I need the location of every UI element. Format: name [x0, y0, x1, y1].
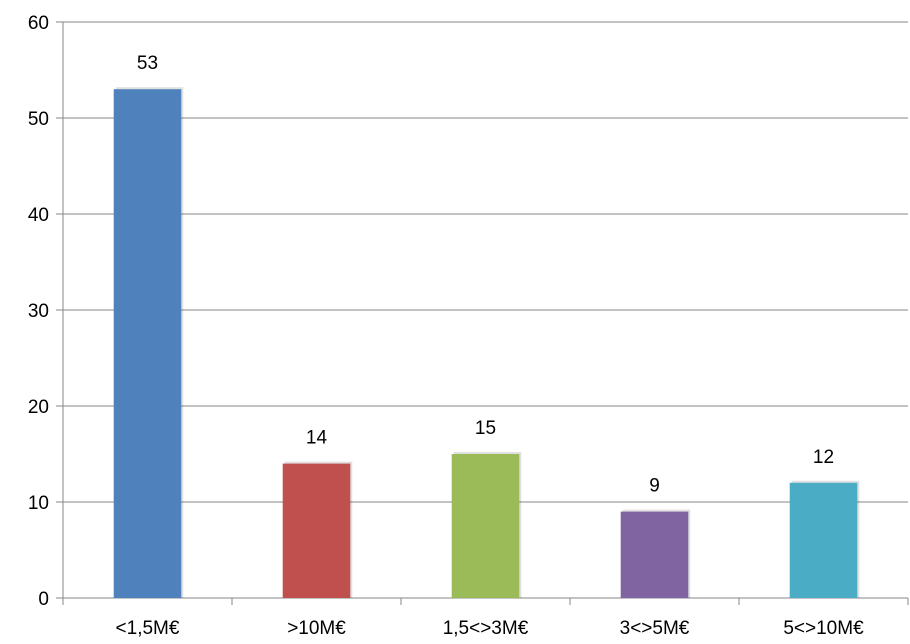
x-category-label: 5<>10M€: [783, 618, 864, 639]
gridlines: [63, 21, 908, 503]
x-category-label: 3<>5M€: [620, 618, 690, 639]
bar: [451, 454, 520, 598]
labels: 0 10 20 30 40 50 60 53 <1,5M€ 14 >10M€ 15 1,5<>3M€ 9 3…: [28, 13, 864, 639]
y-tick-label: 30: [28, 301, 49, 322]
bars: [113, 87, 860, 598]
y-tick-label: 0: [38, 589, 49, 610]
bar: [620, 511, 689, 598]
data-label: 15: [475, 418, 496, 439]
data-label: 53: [137, 53, 158, 74]
bar: [789, 482, 858, 598]
bar: [282, 463, 351, 598]
y-tick-label: 60: [28, 13, 49, 34]
x-category-label: <1,5M€: [116, 618, 180, 639]
y-tick-label: 50: [28, 109, 49, 130]
data-label: 14: [306, 428, 328, 449]
y-tick-label: 20: [28, 397, 49, 418]
data-label: 9: [649, 476, 660, 497]
x-category-label: 1,5<>3M€: [443, 618, 529, 639]
x-category-label: >10M€: [287, 618, 346, 639]
y-tick-label: 40: [28, 205, 49, 226]
bar: [113, 89, 182, 598]
data-label: 12: [813, 447, 834, 468]
y-tick-label: 10: [28, 493, 49, 514]
